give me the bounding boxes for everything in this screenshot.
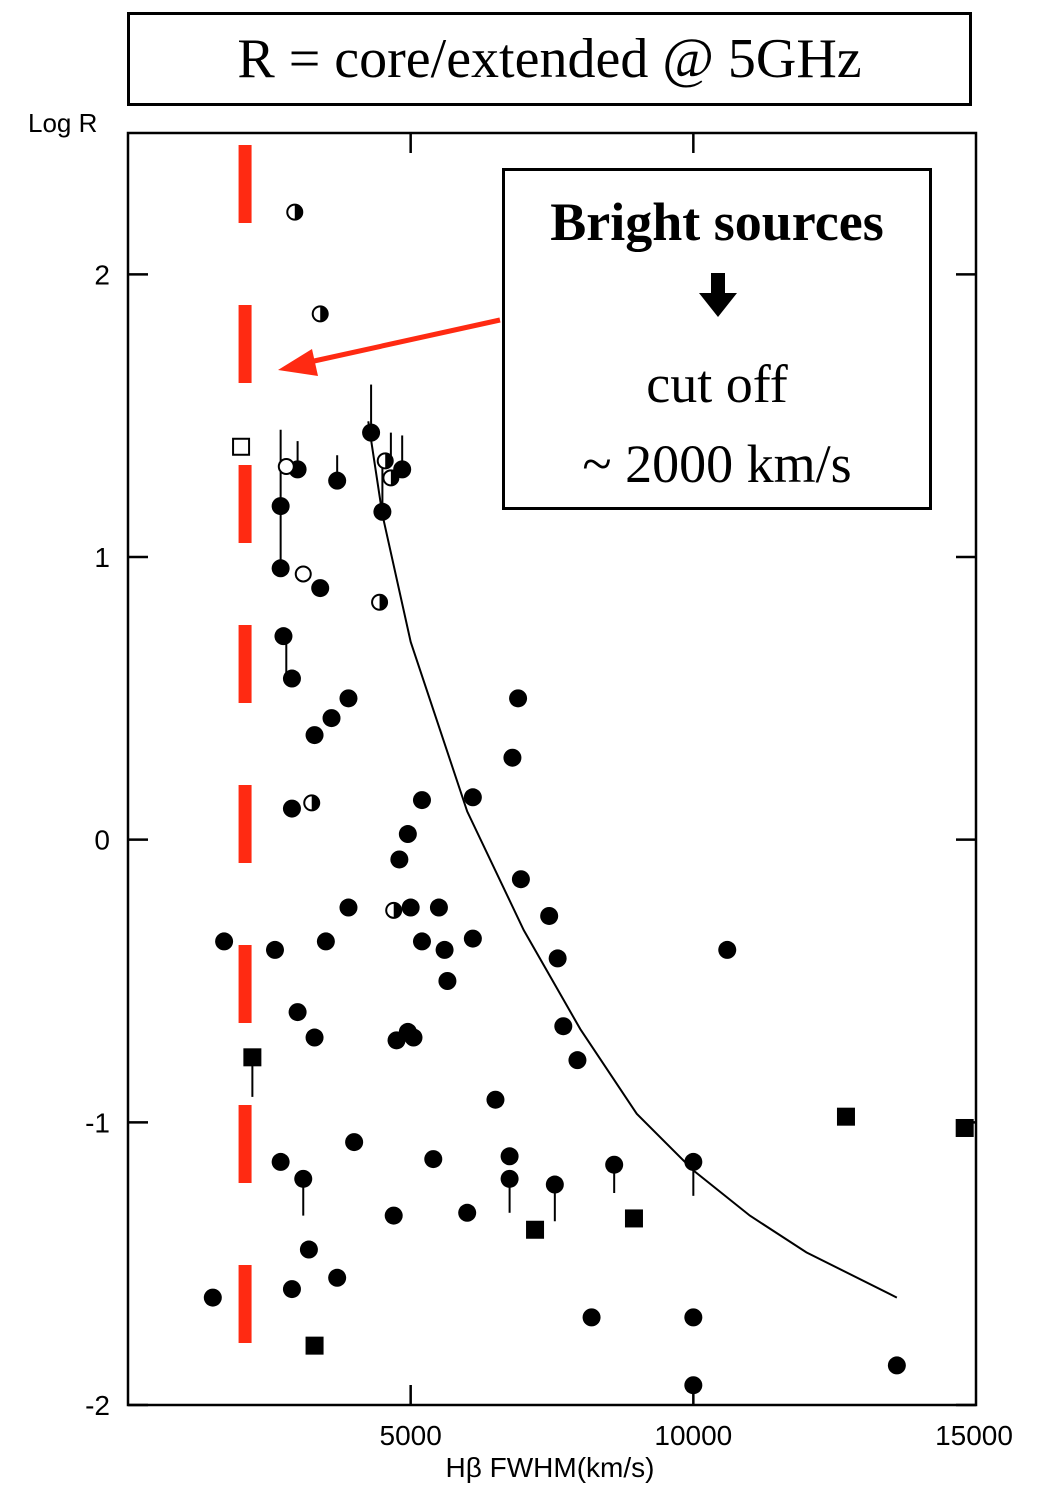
point-filled-circle <box>511 870 530 889</box>
point-filled-circle <box>398 825 417 844</box>
point-filled-circle <box>271 559 290 578</box>
pointer-arrow <box>278 317 501 376</box>
point-half-circle <box>311 305 329 323</box>
point-filled-square <box>836 1107 855 1126</box>
point-filled-circle <box>282 1280 301 1299</box>
point-filled-circle <box>684 1376 703 1395</box>
point-half-circle <box>385 901 403 919</box>
point-filled-circle <box>390 850 409 869</box>
down-arrow-icon <box>505 271 929 321</box>
annotation-box: Bright sources cut off ~ 2000 km/s <box>502 168 932 510</box>
y-tick-label: -2 <box>85 1390 110 1421</box>
point-filled-circle <box>424 1150 443 1169</box>
point-filled-circle <box>288 1003 307 1022</box>
point-filled-circle <box>305 726 324 745</box>
point-filled-circle <box>294 1169 313 1188</box>
point-filled-circle <box>265 940 284 959</box>
point-filled-square <box>243 1048 262 1067</box>
point-filled-circle <box>328 1268 347 1287</box>
point-filled-square <box>305 1336 324 1355</box>
point-filled-circle <box>271 497 290 516</box>
point-filled-circle <box>311 579 330 598</box>
point-open-circle <box>294 565 312 583</box>
point-filled-circle <box>435 940 454 959</box>
y-tick-label: 2 <box>94 259 110 290</box>
fit-curve <box>367 421 898 1299</box>
arrow-head <box>278 349 318 376</box>
point-filled-circle <box>203 1288 222 1307</box>
point-filled-circle <box>339 689 358 708</box>
point-half-circle <box>376 452 394 470</box>
y-tick-label: 0 <box>94 825 110 856</box>
point-filled-circle <box>509 689 528 708</box>
point-filled-circle <box>548 949 567 968</box>
point-filled-circle <box>684 1308 703 1327</box>
point-filled-circle <box>554 1017 573 1036</box>
chart-title: R = core/extended @ 5GHz <box>127 12 972 106</box>
point-filled-circle <box>412 791 431 810</box>
point-filled-circle <box>500 1147 519 1166</box>
annotation-line-2: ~ 2000 km/s <box>582 434 852 494</box>
point-filled-circle <box>438 972 457 990</box>
point-filled-circle <box>401 898 420 917</box>
point-filled-circle <box>568 1051 587 1070</box>
point-half-circle <box>286 203 304 221</box>
point-filled-circle <box>412 932 431 951</box>
point-filled-circle <box>299 1240 318 1259</box>
point-half-circle <box>371 593 389 611</box>
point-filled-circle <box>328 471 347 490</box>
plot-frame <box>126 131 978 1407</box>
y-axis-label: Log R <box>28 108 97 138</box>
arrow-shaft <box>304 317 501 366</box>
point-filled-square <box>955 1118 974 1137</box>
point-filled-circle <box>500 1169 519 1188</box>
point-filled-circle <box>404 1028 423 1047</box>
data-points <box>203 203 974 1395</box>
point-filled-circle <box>345 1133 364 1152</box>
point-filled-circle <box>373 502 392 521</box>
point-filled-circle <box>503 748 522 767</box>
point-filled-circle <box>322 709 341 728</box>
point-filled-circle <box>486 1090 505 1109</box>
point-filled-circle <box>339 898 358 917</box>
point-filled-circle <box>463 929 482 948</box>
point-filled-circle <box>540 906 559 925</box>
point-filled-circle <box>362 423 381 442</box>
x-tick-label: 10000 <box>654 1420 732 1451</box>
point-filled-circle <box>274 627 293 646</box>
point-filled-circle <box>582 1308 601 1327</box>
point-filled-circle <box>282 799 301 818</box>
point-filled-square <box>624 1209 643 1228</box>
point-filled-circle <box>605 1155 624 1174</box>
point-filled-circle <box>718 940 737 959</box>
point-filled-circle <box>215 932 234 951</box>
point-filled-circle <box>545 1175 564 1194</box>
x-axis-label: Hβ FWHM(km/s) <box>446 1452 655 1483</box>
y-tick-label: -1 <box>85 1107 110 1138</box>
point-half-circle <box>382 469 400 487</box>
point-open-square <box>232 437 251 456</box>
point-filled-circle <box>887 1356 906 1375</box>
point-filled-circle <box>384 1206 403 1225</box>
x-tick-label: 5000 <box>380 1420 442 1451</box>
point-filled-circle <box>316 932 335 951</box>
y-tick-label: 1 <box>94 542 110 573</box>
point-filled-circle <box>458 1203 477 1222</box>
x-tick-label: 15000 <box>935 1420 1013 1451</box>
point-filled-circle <box>463 788 482 807</box>
point-filled-circle <box>282 669 301 688</box>
point-half-circle <box>303 794 321 812</box>
point-filled-circle <box>429 898 448 917</box>
point-filled-circle <box>684 1152 703 1171</box>
point-filled-circle <box>305 1028 324 1047</box>
annotation-heading: Bright sources <box>550 192 884 252</box>
point-open-circle <box>277 458 295 476</box>
annotation-line-1: cut off <box>646 354 788 414</box>
point-filled-square <box>526 1220 545 1239</box>
point-filled-circle <box>271 1152 290 1171</box>
axis-ticks: -2 -1 0 1 2 5000 10000 15000 <box>85 133 1013 1451</box>
